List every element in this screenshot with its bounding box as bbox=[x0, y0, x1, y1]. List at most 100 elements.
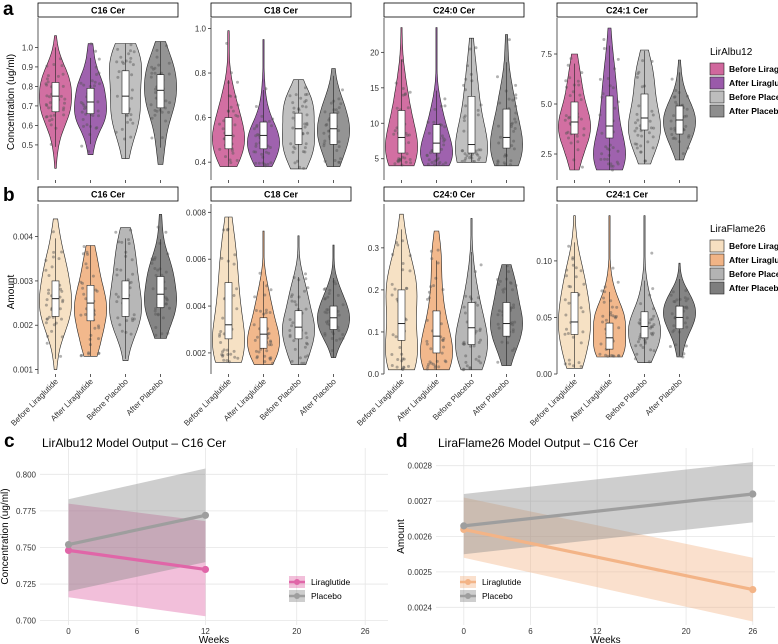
data-point bbox=[62, 106, 66, 110]
data-point bbox=[341, 88, 344, 92]
data-point bbox=[427, 131, 431, 135]
data-point bbox=[462, 119, 466, 123]
data-point bbox=[603, 290, 607, 294]
data-point bbox=[129, 113, 133, 117]
data-point bbox=[304, 142, 308, 146]
data-point bbox=[439, 104, 443, 108]
data-point bbox=[442, 139, 446, 143]
data-point bbox=[323, 333, 327, 337]
data-point bbox=[47, 291, 50, 295]
data-point bbox=[153, 267, 157, 270]
data-point bbox=[271, 117, 275, 121]
data-point bbox=[648, 119, 652, 123]
data-point bbox=[118, 323, 122, 327]
data-point bbox=[330, 349, 334, 353]
data-point bbox=[128, 60, 132, 64]
data-point bbox=[153, 257, 157, 261]
series-point bbox=[749, 586, 757, 594]
data-point bbox=[440, 123, 444, 127]
data-point bbox=[510, 121, 514, 125]
box bbox=[294, 310, 303, 340]
data-point bbox=[462, 305, 466, 309]
data-point bbox=[150, 65, 154, 69]
data-point bbox=[255, 355, 259, 359]
legend-swatch bbox=[709, 76, 725, 90]
data-point bbox=[294, 303, 298, 307]
data-point bbox=[474, 329, 478, 333]
data-point bbox=[304, 93, 307, 97]
y-axis-label: Amount bbox=[396, 519, 407, 554]
data-point bbox=[509, 281, 512, 285]
chart-title: LiraFlame26 Model Output – C16 Cer bbox=[438, 436, 638, 450]
data-point bbox=[301, 150, 305, 154]
data-point bbox=[441, 338, 445, 342]
x-tick-label: 20 bbox=[292, 627, 301, 636]
data-point bbox=[652, 307, 655, 311]
data-point bbox=[443, 359, 447, 363]
data-point bbox=[45, 317, 49, 321]
data-point bbox=[572, 158, 576, 162]
data-point bbox=[685, 325, 689, 329]
data-point bbox=[436, 156, 440, 160]
data-point bbox=[97, 326, 101, 330]
data-point bbox=[95, 73, 98, 76]
data-point bbox=[461, 342, 465, 346]
data-point bbox=[45, 77, 49, 81]
data-point bbox=[339, 157, 343, 161]
data-point bbox=[401, 268, 405, 272]
data-point bbox=[125, 319, 129, 323]
data-point bbox=[425, 342, 429, 346]
legend-label: After Liraglutide bbox=[729, 255, 778, 265]
y-tick-label: 5 bbox=[375, 155, 380, 164]
data-point bbox=[304, 331, 308, 335]
data-point bbox=[615, 305, 619, 309]
data-point bbox=[425, 339, 429, 343]
data-point bbox=[670, 133, 674, 136]
data-point bbox=[479, 148, 483, 152]
data-point bbox=[303, 86, 307, 90]
data-point bbox=[50, 118, 54, 121]
data-point bbox=[323, 110, 327, 114]
data-point bbox=[252, 127, 256, 131]
data-point bbox=[635, 146, 639, 150]
data-point bbox=[86, 252, 89, 256]
data-point bbox=[462, 342, 466, 346]
data-point bbox=[496, 322, 500, 326]
y-tick-label: 0.0028 bbox=[408, 462, 433, 471]
data-point bbox=[468, 366, 472, 370]
data-point bbox=[52, 250, 56, 254]
data-point bbox=[510, 122, 514, 126]
data-point bbox=[290, 299, 294, 303]
data-point bbox=[684, 299, 688, 303]
data-point bbox=[85, 123, 89, 127]
data-point bbox=[51, 230, 55, 234]
data-point bbox=[220, 353, 224, 357]
data-point bbox=[79, 101, 83, 104]
data-point bbox=[672, 328, 676, 332]
data-point bbox=[294, 93, 298, 97]
data-point bbox=[441, 288, 445, 292]
data-point bbox=[332, 280, 336, 283]
data-point bbox=[598, 77, 602, 81]
data-point bbox=[600, 95, 604, 99]
data-point bbox=[150, 261, 154, 265]
data-point bbox=[444, 360, 448, 364]
data-point bbox=[442, 143, 446, 147]
x-tick-label: After Placebo bbox=[471, 377, 512, 418]
data-point bbox=[495, 162, 499, 166]
facet-strip bbox=[210, 2, 352, 18]
y-tick-label: 1.0 bbox=[22, 43, 34, 52]
panel-label-c: c bbox=[4, 431, 15, 452]
data-point bbox=[569, 141, 573, 145]
data-point bbox=[125, 114, 129, 118]
data-point bbox=[124, 330, 128, 334]
data-point bbox=[156, 313, 160, 317]
box bbox=[502, 108, 511, 149]
data-point bbox=[126, 120, 129, 124]
data-point bbox=[479, 103, 483, 107]
data-point bbox=[323, 139, 327, 143]
data-point bbox=[87, 150, 91, 154]
data-point bbox=[93, 326, 97, 330]
data-point bbox=[269, 288, 273, 292]
data-point bbox=[325, 320, 328, 324]
